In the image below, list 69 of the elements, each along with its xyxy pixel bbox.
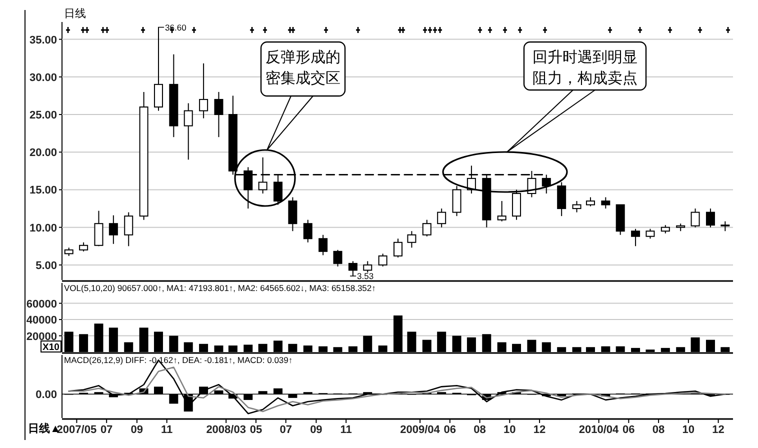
chart-title: MACD(26,12,9) DIFF: -0.162↑, DEA: -0.181↑, MACD: 0.039↑ (64, 355, 293, 365)
x-tick-label: 07 (100, 424, 113, 436)
y-tick-label: 10.00 (29, 222, 57, 234)
x-tick-label: 2010/04 (578, 424, 620, 436)
y-tick-label: 20.00 (29, 147, 57, 160)
y-tick-label: 5.00 (36, 260, 57, 272)
candlestick (288, 196, 298, 232)
annotation: 反弹形成的密集成交区 (266, 49, 340, 87)
candlestick (437, 208, 446, 228)
candlestick (572, 200, 582, 213)
x-tick-label: 11 (340, 424, 352, 436)
candlestick (452, 185, 462, 217)
candlestick (184, 102, 193, 160)
candlestick (422, 219, 432, 237)
x-tick-label: 09 (310, 424, 322, 436)
candlestick (303, 219, 312, 243)
candlestick (601, 196, 610, 210)
x-tick-label: 07 (280, 424, 292, 436)
y-tick-label: 25.00 (29, 110, 57, 122)
candlestick (512, 189, 522, 220)
chart-title: VOL(5,10,20) 90657.000↑, MA1: 47193.801↑, MA2: 64565.602↓, MA3: 65158.352↑ (64, 283, 376, 293)
candlestick (706, 208, 715, 228)
x-tick-label: 10 (504, 424, 516, 436)
x-tick-label: 08 (474, 424, 486, 436)
y-tick-label: 60000 (26, 298, 57, 310)
candlestick (94, 210, 104, 247)
x-tick-label: 12 (712, 424, 724, 436)
x-tick-label: 2007/05 (56, 424, 97, 436)
candlestick (154, 26, 163, 112)
candlestick (557, 182, 566, 217)
x-tick-label: 11 (160, 424, 173, 436)
x-tick-label: 08 (652, 424, 665, 436)
annotation: 3.53 (357, 271, 374, 282)
text: 0.00 (36, 389, 57, 402)
annotation: 回升时遇到明显阻力，构成卖点 (532, 49, 638, 87)
x-tick-label: 09 (130, 424, 144, 436)
y-tick-label: 20000 (26, 330, 57, 343)
y-tick-label: 40000 (26, 314, 57, 327)
chart-title: 日线 (64, 7, 86, 20)
candlestick (363, 260, 372, 273)
candlestick (393, 238, 402, 258)
candlestick (333, 249, 342, 267)
candlestick (124, 212, 134, 247)
x-tick-label: 2008/03 (206, 424, 246, 436)
candlestick (497, 200, 506, 222)
candlestick (690, 208, 700, 228)
candlestick (586, 196, 595, 207)
candlestick (407, 230, 416, 248)
candlestick (646, 228, 655, 240)
candlestick (318, 234, 328, 256)
y-tick-label: 35.00 (29, 34, 57, 46)
candlestick (378, 253, 388, 267)
x-tick-label: 06 (444, 424, 456, 436)
candlestick (720, 220, 730, 232)
candlestick (79, 242, 88, 252)
x-tick-label: 2009/04 (400, 424, 441, 436)
candlestick (542, 174, 551, 194)
candlestick (199, 62, 208, 119)
x-tick-label: 10 (682, 424, 695, 436)
x-tick-label: 06 (622, 424, 635, 436)
y-tick-label: 15.00 (29, 184, 57, 197)
y-tick-label: 30.00 (29, 72, 57, 84)
candlestick (108, 214, 118, 244)
x-tick-label: 05 (250, 424, 262, 436)
candlestick (348, 260, 358, 277)
y-axis-title: X10 (42, 342, 60, 353)
candlestick (214, 91, 224, 138)
candlestick (631, 228, 640, 247)
x-tick-label: 12 (533, 424, 546, 436)
